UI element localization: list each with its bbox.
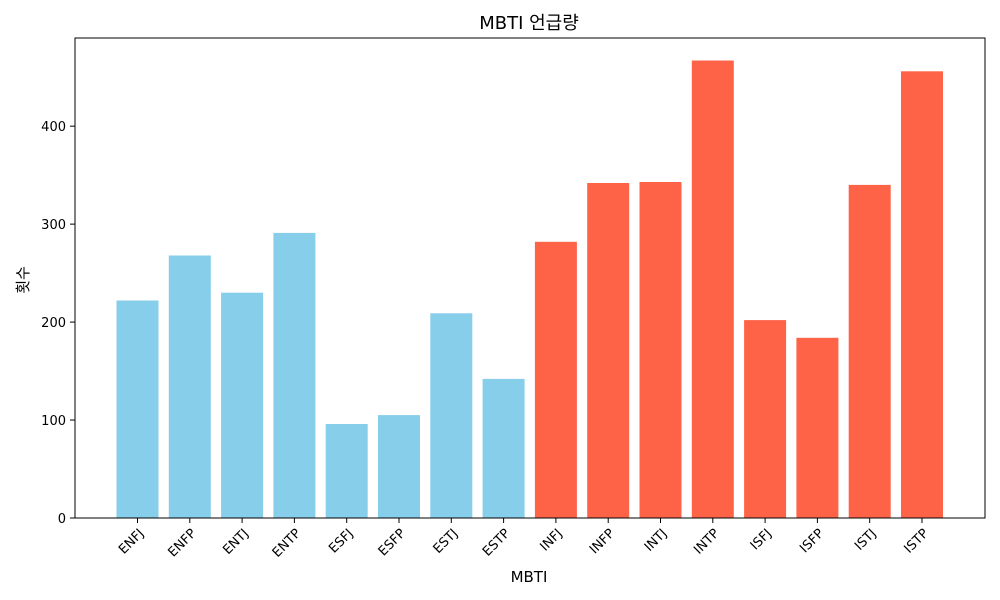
x-tick-label-enfj: ENFJ [116, 526, 147, 557]
bar-infp [587, 183, 630, 518]
x-tick-label-esfp: ESFP [376, 526, 409, 559]
bar-enfj [116, 300, 159, 518]
bar-esfp [378, 415, 420, 518]
x-tick-label-intj: INTJ [642, 526, 671, 555]
x-tick-label-isfp: ISFP [797, 526, 827, 556]
bar-estp [482, 378, 525, 518]
y-tick-label-0: 0 [58, 512, 66, 527]
plot-area [116, 60, 943, 519]
x-tick-label-intp: INTP [691, 526, 722, 557]
x-tick-label-enfp: ENFP [165, 526, 199, 560]
y-tick-label-300: 300 [41, 218, 66, 233]
bar-esfj [325, 424, 368, 518]
x-tick-label-esfj: ESFJ [326, 526, 356, 556]
x-axis-label: MBTI [511, 568, 548, 586]
x-tick-label-infj: INFJ [538, 526, 566, 554]
bar-intj [639, 182, 682, 518]
x-axis: ENFJ ENFP ENTJ ENTP ESFJ ESFP ESTJ ESTP INFJ INFP… [116, 518, 932, 561]
x-tick-label-estj: ESTJ [431, 526, 462, 557]
bar-entp [273, 232, 316, 518]
bar-isfp [796, 337, 839, 518]
y-tick-label-100: 100 [41, 414, 66, 429]
x-tick-label-entp: ENTP [270, 526, 305, 561]
chart-title: MBTI 언급량 [479, 13, 579, 34]
x-tick-label-isfj: ISFJ [748, 526, 775, 553]
x-tick-label-infp: INFP [587, 526, 618, 557]
plot-frame [74, 37, 986, 519]
y-axis-label: 횟수 [14, 266, 32, 294]
y-tick-label-200: 200 [41, 316, 66, 331]
bar-enfp [168, 255, 211, 518]
bar-estj [430, 313, 473, 518]
x-tick-label-entj: ENTJ [220, 526, 252, 558]
y-axis: 0 100 200 300 400 [41, 120, 75, 527]
x-tick-label-istp: ISTP [902, 526, 932, 556]
bar-intp [691, 60, 734, 518]
x-tick-label-istj: ISTJ [852, 526, 879, 553]
bar-istj [848, 184, 891, 518]
x-tick-label-estp: ESTP [480, 526, 514, 560]
bar-isfj [744, 320, 787, 518]
bar-istp [901, 71, 943, 519]
bar-entj [221, 292, 264, 518]
y-tick-label-400: 400 [41, 120, 66, 135]
bar-infj [534, 241, 577, 519]
